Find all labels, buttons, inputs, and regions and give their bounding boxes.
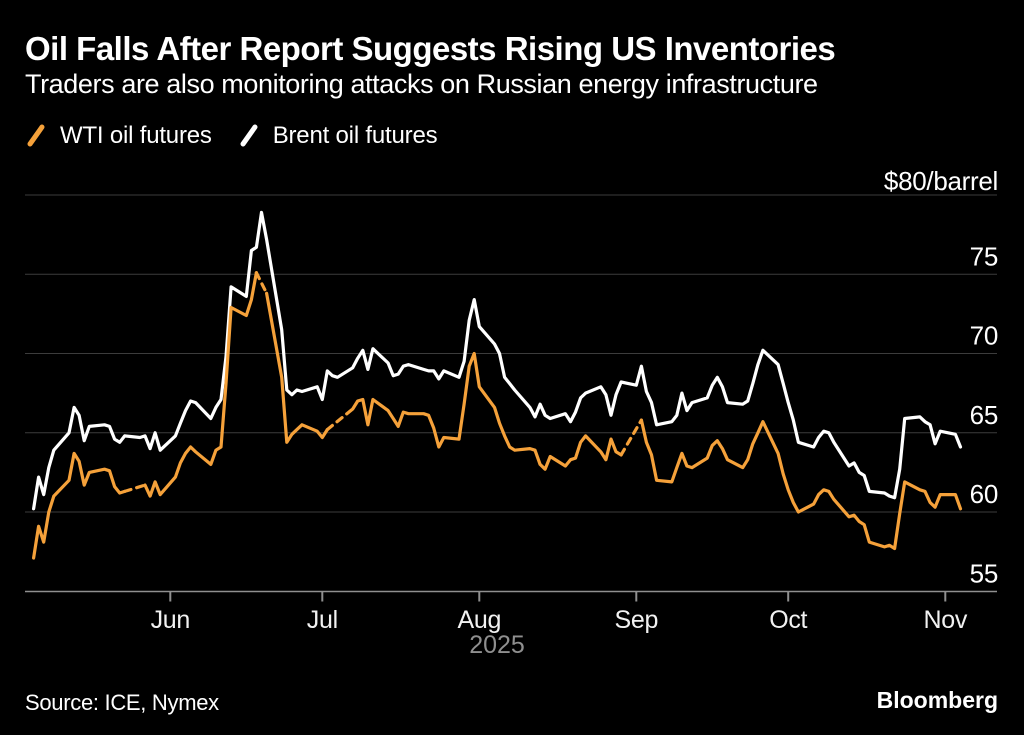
brent-line [32, 210, 963, 511]
x-tick-label-Sep: Sep [615, 606, 659, 634]
y-tick-label-60: 60 [970, 479, 998, 509]
wti-line-dashed-segment [325, 407, 355, 432]
x-tick-label-Oct: Oct [769, 606, 807, 634]
x-tick-label-Aug: Aug [458, 606, 502, 634]
x-axis-year-label: 2025 [469, 631, 525, 659]
x-tick-label-Jul: Jul [307, 606, 338, 634]
y-tick-label-55: 55 [970, 558, 998, 588]
chart-legend: WTI oil futures Brent oil futures [25, 122, 438, 150]
wti-line [351, 351, 623, 471]
x-tick-label-Jun: Jun [151, 606, 190, 634]
wti-line-swatch-icon [27, 124, 45, 147]
wti-line-dashed-segment [254, 271, 269, 295]
legend-label-brent: Brent oil futures [272, 122, 438, 149]
wti-line-dashed-segment [619, 418, 643, 457]
chart-title: Oil Falls After Report Suggests Rising U… [25, 30, 836, 67]
wti-line [265, 291, 329, 444]
y-axis-unit-label: $80/barrel [883, 166, 998, 196]
x-tick-label-Nov: Nov [924, 606, 968, 634]
source-note: Source: ICE, Nymex [25, 690, 219, 715]
wti-line [639, 418, 963, 551]
brent-line-swatch-icon [240, 124, 258, 147]
y-tick-label-65: 65 [970, 400, 998, 430]
legend-item-brent: Brent oil futures [238, 122, 438, 150]
legend-item-wti: WTI oil futures [25, 122, 212, 150]
legend-label-wti: WTI oil futures [60, 122, 212, 149]
chart-subtitle: Traders are also monitoring attacks on R… [25, 69, 818, 99]
wti-line-dashed-segment [123, 483, 147, 493]
y-tick-label-75: 75 [970, 241, 998, 271]
bloomberg-logo: Bloomberg [876, 687, 998, 713]
wti-line [32, 451, 127, 560]
wti-line [143, 271, 258, 498]
y-tick-label-70: 70 [970, 321, 998, 351]
